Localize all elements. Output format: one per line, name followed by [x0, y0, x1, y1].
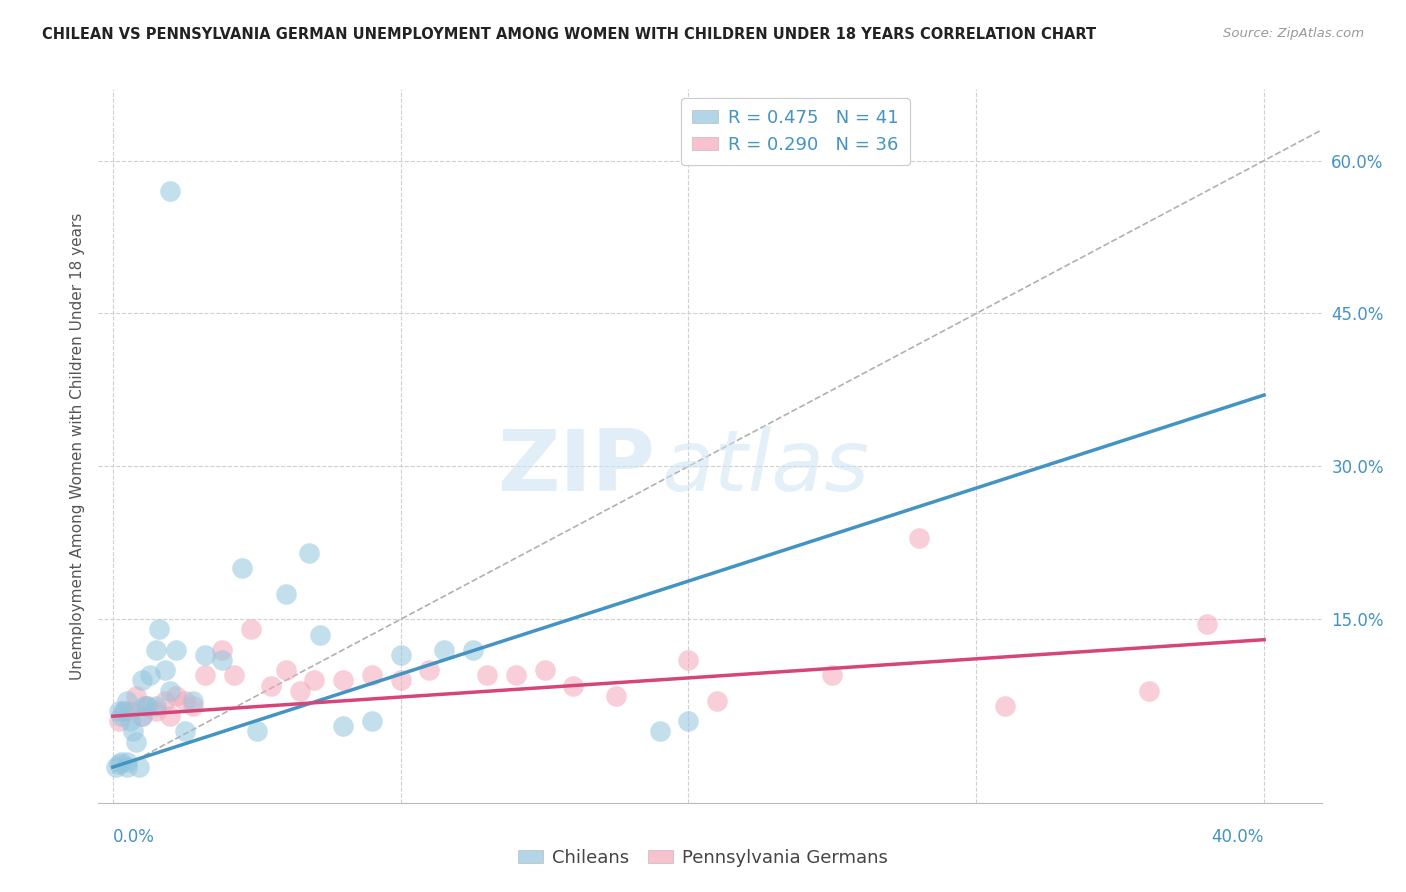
- Point: [136, 698, 159, 713]
- Y-axis label: Unemployment Among Women with Children Under 18 years: Unemployment Among Women with Children U…: [69, 212, 84, 680]
- Point: [222, 668, 245, 682]
- Point: [211, 653, 233, 667]
- Point: [110, 709, 132, 723]
- Point: [136, 698, 159, 713]
- Point: [131, 673, 153, 688]
- Point: [389, 673, 412, 688]
- Point: [145, 704, 167, 718]
- Point: [159, 184, 181, 198]
- Text: atlas: atlas: [661, 425, 869, 509]
- Point: [309, 627, 332, 641]
- Point: [145, 698, 167, 713]
- Point: [153, 663, 176, 677]
- Text: CHILEAN VS PENNSYLVANIA GERMAN UNEMPLOYMENT AMONG WOMEN WITH CHILDREN UNDER 18 Y: CHILEAN VS PENNSYLVANIA GERMAN UNEMPLOYM…: [42, 27, 1097, 42]
- Point: [159, 683, 181, 698]
- Point: [115, 755, 138, 769]
- Point: [994, 698, 1017, 713]
- Point: [274, 663, 297, 677]
- Point: [165, 643, 187, 657]
- Point: [125, 689, 148, 703]
- Point: [173, 694, 195, 708]
- Point: [148, 623, 170, 637]
- Legend: Chileans, Pennsylvania Germans: Chileans, Pennsylvania Germans: [510, 842, 896, 874]
- Point: [120, 714, 142, 729]
- Point: [246, 724, 269, 739]
- Point: [907, 531, 929, 545]
- Point: [131, 709, 153, 723]
- Point: [821, 668, 844, 682]
- Legend: R = 0.475   N = 41, R = 0.290   N = 36: R = 0.475 N = 41, R = 0.290 N = 36: [682, 98, 910, 165]
- Point: [332, 673, 354, 688]
- Point: [297, 546, 319, 560]
- Point: [115, 760, 138, 774]
- Point: [173, 724, 195, 739]
- Point: [211, 643, 233, 657]
- Point: [107, 704, 129, 718]
- Point: [533, 663, 555, 677]
- Point: [418, 663, 440, 677]
- Point: [153, 694, 176, 708]
- Point: [1137, 683, 1160, 698]
- Point: [231, 561, 253, 575]
- Point: [134, 698, 156, 713]
- Point: [122, 724, 145, 739]
- Point: [288, 683, 311, 698]
- Point: [107, 714, 129, 729]
- Point: [112, 704, 135, 718]
- Point: [112, 704, 135, 718]
- Text: 40.0%: 40.0%: [1212, 829, 1264, 847]
- Point: [194, 668, 217, 682]
- Point: [360, 714, 382, 729]
- Point: [605, 689, 627, 703]
- Point: [131, 709, 153, 723]
- Point: [461, 643, 484, 657]
- Point: [505, 668, 527, 682]
- Point: [115, 694, 138, 708]
- Point: [120, 704, 142, 718]
- Point: [194, 648, 217, 662]
- Point: [159, 709, 181, 723]
- Point: [104, 760, 127, 774]
- Point: [145, 643, 167, 657]
- Point: [678, 653, 700, 667]
- Point: [107, 757, 129, 772]
- Point: [706, 694, 728, 708]
- Point: [128, 760, 150, 774]
- Point: [239, 623, 262, 637]
- Point: [389, 648, 412, 662]
- Point: [332, 719, 354, 733]
- Text: Source: ZipAtlas.com: Source: ZipAtlas.com: [1223, 27, 1364, 40]
- Point: [360, 668, 382, 682]
- Point: [475, 668, 498, 682]
- Point: [1195, 617, 1218, 632]
- Point: [648, 724, 671, 739]
- Point: [110, 755, 132, 769]
- Point: [274, 587, 297, 601]
- Point: [260, 679, 283, 693]
- Point: [183, 694, 205, 708]
- Point: [562, 679, 585, 693]
- Point: [433, 643, 456, 657]
- Text: ZIP: ZIP: [498, 425, 655, 509]
- Point: [304, 673, 326, 688]
- Point: [183, 698, 205, 713]
- Point: [165, 689, 187, 703]
- Text: 0.0%: 0.0%: [112, 829, 155, 847]
- Point: [139, 668, 162, 682]
- Point: [678, 714, 700, 729]
- Point: [125, 734, 148, 748]
